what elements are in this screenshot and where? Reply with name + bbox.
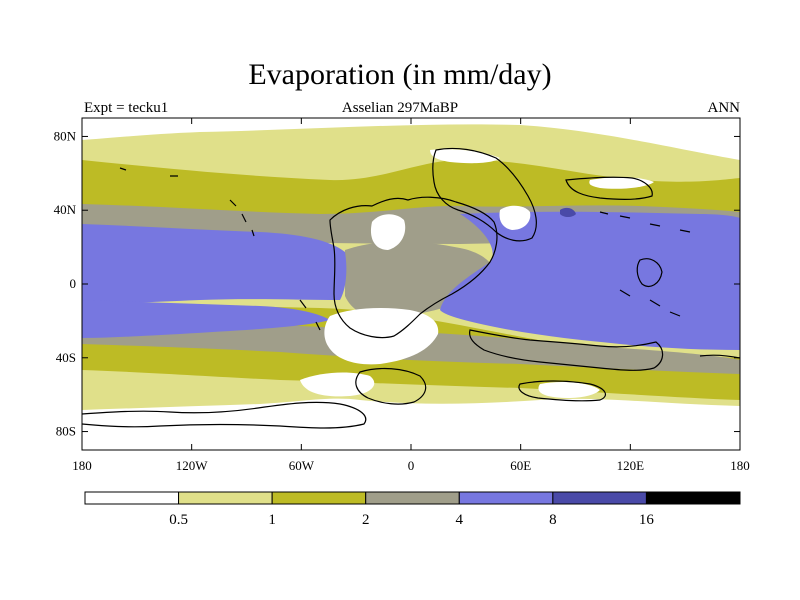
x-tick-label: 180: [730, 458, 750, 473]
colorbar-level-label: 8: [549, 512, 557, 528]
x-tick-label: 60E: [510, 458, 531, 473]
y-tick-label: 80N: [54, 128, 77, 143]
colorbar-level-label: 1: [268, 512, 276, 528]
colorbar-level-label: 4: [456, 512, 464, 528]
x-tick-label: 60W: [289, 458, 315, 473]
colorbar-swatch: [365, 491, 460, 505]
x-tick-label: 120W: [176, 458, 209, 473]
north-polar-white-patch: [430, 149, 500, 164]
map-title: Evaporation (in mm/day): [248, 58, 552, 91]
north-polar-region: [82, 118, 740, 160]
period-label: Asselian 297MaBP: [341, 100, 459, 116]
south-polar-region: [82, 398, 740, 450]
northeast-desert-patch: [499, 205, 531, 230]
high-evaporation-spot: [560, 207, 576, 217]
south-white-patch: [300, 372, 375, 397]
x-tick-label: 0: [408, 458, 415, 473]
tethys-ocean-blue: [440, 211, 740, 350]
colorbar-swatch: [552, 491, 647, 505]
experiment-label: Expt = tecku1: [84, 100, 169, 116]
colorbar: 0.5 1 2 4 8 16: [84, 491, 741, 528]
colorbar-swatch: [458, 491, 554, 505]
x-tick-label: 180: [72, 458, 92, 473]
north-desert-patch: [370, 214, 406, 250]
latitude-axis: 80N 40N 0 40S 80S: [54, 128, 740, 439]
y-tick-label: 0: [70, 276, 77, 291]
colorbar-swatch: [84, 491, 180, 505]
season-label: ANN: [707, 100, 741, 116]
colorbar-level-label: 0.5: [169, 512, 188, 528]
colorbar-swatch: [178, 491, 273, 505]
x-tick-label: 120E: [617, 458, 645, 473]
longitude-axis: 180 120W 60W 0 60E 120E 180: [72, 118, 750, 473]
contour-fields: [82, 118, 740, 450]
colorbar-swatch: [645, 491, 741, 505]
y-tick-label: 40N: [54, 202, 77, 217]
coastlines: [82, 147, 740, 429]
northeast-white-patch: [589, 177, 654, 189]
west-ocean-blue-south: [82, 300, 330, 338]
y-tick-label: 80S: [56, 424, 76, 439]
southeast-white-patch: [538, 382, 600, 398]
west-ocean-blue: [82, 224, 347, 304]
colorbar-level-label: 16: [639, 512, 655, 528]
south-desert-patch: [324, 308, 439, 365]
colorbar-level-label: 2: [362, 512, 370, 528]
y-tick-label: 40S: [56, 350, 76, 365]
colorbar-swatch: [271, 491, 367, 505]
